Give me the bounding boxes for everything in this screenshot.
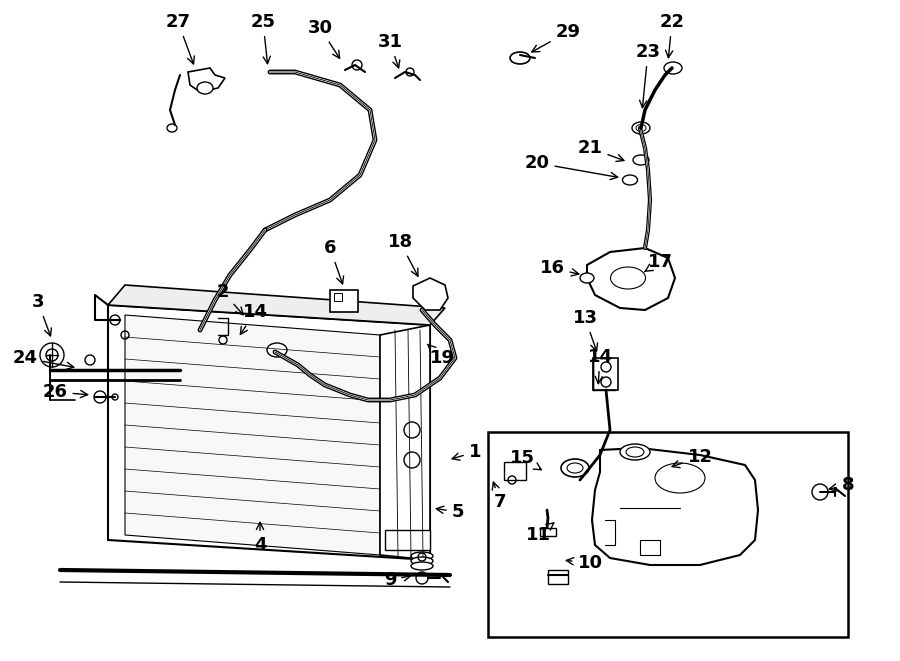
Text: 10: 10 (566, 554, 602, 572)
Bar (548, 570, 568, 584)
Ellipse shape (411, 562, 433, 570)
Ellipse shape (561, 459, 589, 477)
Ellipse shape (510, 52, 530, 64)
Polygon shape (413, 278, 448, 310)
Bar (385, 530, 430, 550)
Polygon shape (108, 285, 445, 325)
Text: 11: 11 (526, 523, 554, 544)
Circle shape (352, 60, 362, 70)
Circle shape (404, 422, 420, 438)
Bar (504, 462, 526, 480)
Bar (540, 528, 556, 536)
Text: 23: 23 (635, 43, 661, 108)
Text: 21: 21 (578, 139, 624, 161)
Text: 14: 14 (588, 348, 613, 383)
Circle shape (406, 68, 414, 76)
Ellipse shape (620, 444, 650, 460)
Circle shape (404, 452, 420, 468)
Text: 15: 15 (509, 449, 541, 470)
Text: 12: 12 (672, 448, 713, 468)
Text: 24: 24 (13, 349, 74, 369)
Text: 22: 22 (660, 13, 685, 58)
Text: 31: 31 (377, 33, 402, 68)
Polygon shape (380, 325, 430, 560)
Text: 30: 30 (308, 19, 339, 58)
Ellipse shape (197, 82, 213, 94)
Text: 3: 3 (32, 293, 51, 336)
Ellipse shape (167, 124, 177, 132)
Text: 19: 19 (428, 344, 454, 367)
Text: 4: 4 (254, 522, 266, 554)
Polygon shape (125, 315, 380, 555)
Ellipse shape (632, 122, 650, 134)
Ellipse shape (411, 557, 433, 565)
Text: 1: 1 (452, 443, 482, 461)
Text: 14: 14 (240, 303, 267, 334)
Circle shape (812, 484, 828, 500)
Text: 2: 2 (217, 283, 243, 315)
Bar (488, 432, 848, 637)
Ellipse shape (411, 552, 433, 560)
Ellipse shape (664, 62, 682, 74)
Text: 16: 16 (539, 259, 579, 277)
Text: 20: 20 (525, 154, 617, 180)
Text: 18: 18 (387, 233, 418, 276)
Polygon shape (587, 248, 675, 310)
Ellipse shape (623, 175, 637, 185)
Text: 5: 5 (436, 503, 464, 521)
Text: 13: 13 (572, 309, 598, 351)
Circle shape (40, 343, 64, 367)
Text: 6: 6 (324, 239, 344, 284)
Bar (330, 290, 358, 312)
Text: 25: 25 (250, 13, 275, 63)
Text: 9: 9 (383, 571, 410, 589)
Bar (593, 358, 618, 390)
Text: 26: 26 (42, 383, 87, 401)
Text: 27: 27 (166, 13, 194, 64)
Polygon shape (188, 68, 225, 92)
Ellipse shape (267, 343, 287, 357)
Bar (334, 293, 342, 301)
Text: 7: 7 (492, 482, 506, 511)
Polygon shape (108, 305, 430, 560)
Ellipse shape (580, 273, 594, 283)
Ellipse shape (633, 155, 649, 165)
Text: 29: 29 (532, 23, 580, 52)
Text: 8: 8 (829, 476, 854, 494)
Circle shape (416, 572, 428, 584)
Polygon shape (592, 448, 758, 565)
Text: 17: 17 (644, 253, 672, 272)
